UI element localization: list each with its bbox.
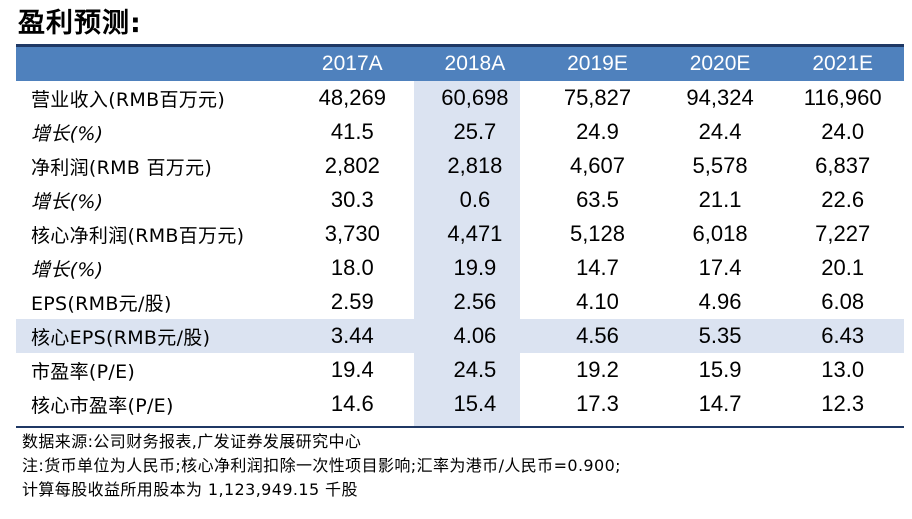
value-cell: 2.59: [330, 289, 374, 314]
value-cell: 2,818: [447, 153, 503, 178]
value-cell: 5,578: [692, 153, 748, 178]
value-cell: 14.7: [576, 255, 619, 280]
header-cell-2021e: 2021E: [812, 52, 874, 75]
value-cell: 94,324: [686, 85, 754, 110]
header-cell-2017a: 2017A: [321, 52, 383, 75]
row-label: EPS(RMB元/股): [31, 292, 172, 315]
highlight-column-band: [414, 81, 520, 426]
value-cell: 24.4: [698, 119, 742, 144]
table-row: 净利润(RMB 百万元) 2,802 2,818 4,607 5,578 6,837: [16, 149, 904, 183]
value-cell: 17.4: [698, 255, 742, 280]
value-cell: 6,018: [692, 221, 748, 246]
share-capital-note: 计算每股收益所用股本为 1,123,949.15 千股: [22, 480, 358, 499]
value-cell: 22.6: [821, 187, 865, 212]
value-cell: 63.5: [576, 187, 619, 212]
value-cell: 20.1: [821, 255, 865, 280]
table-body: 营业收入(RMB百万元) 48,269 60,698 75,827 94,324 116,…: [16, 81, 904, 421]
value-cell: 4.96: [698, 289, 742, 314]
value-cell: 6.43: [821, 323, 865, 348]
row-label: 核心净利润(RMB百万元): [31, 224, 245, 247]
value-cell: 6,837: [815, 153, 871, 178]
table-row: EPS(RMB元/股) 2.59 2.56 4.10 4.96 6.08: [16, 285, 904, 319]
earnings-forecast-table: 2017A 2018A 2019E 2020E 2021E 营业收入(RMB百万…: [16, 47, 904, 421]
row-label: 市盈率(P/E): [31, 360, 136, 383]
value-cell: 14.6: [330, 391, 374, 416]
table-row: 核心市盈率(P/E) 14.6 15.4 17.3 14.7 12.3: [16, 387, 904, 421]
value-cell: 15.9: [698, 357, 742, 382]
header-cell-2019e: 2019E: [567, 52, 628, 75]
value-cell: 2.56: [453, 289, 497, 314]
value-cell: 19.2: [576, 357, 619, 382]
table-row: 增长(%) 30.3 0.6 63.5 21.1 22.6: [16, 183, 904, 217]
value-cell: 3,730: [324, 221, 380, 246]
row-label: 核心市盈率(P/E): [31, 394, 174, 417]
section-title: 盈利预测:: [18, 8, 142, 39]
value-cell: 5,128: [569, 221, 626, 246]
row-label: 核心EPS(RMB元/股): [31, 326, 211, 349]
value-cell: 0.6: [459, 187, 491, 212]
table-row: 增长(%) 18.0 19.9 14.7 17.4 20.1: [16, 251, 904, 285]
value-cell: 24.0: [821, 119, 865, 144]
source-note: 数据来源:公司财务报表,广发证券发展研究中心: [22, 432, 362, 451]
value-cell: 24.9: [576, 119, 619, 144]
value-cell: 75,827: [563, 85, 632, 110]
header-row: 2017A 2018A 2019E 2020E 2021E: [16, 47, 904, 81]
value-cell: 25.7: [453, 119, 497, 144]
bottom-rule: [16, 426, 904, 428]
header-label-cell: [16, 47, 291, 81]
footnotes: 数据来源:公司财务报表,广发证券发展研究中心 注:货币单位为人民币;核心净利润扣…: [22, 430, 621, 502]
value-cell: 24.5: [453, 357, 497, 382]
value-cell: 19.9: [453, 255, 497, 280]
value-cell: 5.35: [698, 323, 742, 348]
value-cell: 4.56: [576, 323, 619, 348]
value-cell: 18.0: [330, 255, 374, 280]
value-cell: 21.1: [698, 187, 742, 212]
value-cell: 3.44: [330, 323, 374, 348]
table-row: 市盈率(P/E) 19.4 24.5 19.2 15.9 13.0: [16, 353, 904, 387]
table-row: 增长(%) 41.5 25.7 24.9 24.4 24.0: [16, 115, 904, 149]
row-label: 增长(%): [31, 190, 104, 213]
value-cell: 13.0: [821, 357, 865, 382]
row-label: 增长(%): [31, 122, 104, 145]
value-cell: 4.06: [453, 323, 497, 348]
value-cell: 4,607: [569, 153, 626, 178]
currency-note: 注:货币单位为人民币;核心净利润扣除一次性项目影响;汇率为港币/人民币=0.90…: [22, 456, 621, 475]
value-cell: 7,227: [815, 221, 871, 246]
table-row: 核心净利润(RMB百万元) 3,730 4,471 5,128 6,018 7,227: [16, 217, 904, 251]
value-cell: 41.5: [330, 119, 374, 144]
value-cell: 17.3: [576, 391, 619, 416]
value-cell: 60,698: [441, 85, 509, 110]
value-cell: 116,960: [803, 85, 882, 110]
row-label: 净利润(RMB 百万元): [31, 156, 213, 179]
value-cell: 4,471: [447, 221, 503, 246]
value-cell: 15.4: [453, 391, 497, 416]
header-cell-2020e: 2020E: [689, 52, 751, 75]
value-cell: 30.3: [330, 187, 374, 212]
value-cell: 14.7: [698, 391, 742, 416]
value-cell: 2,802: [324, 153, 380, 178]
table-row: 营业收入(RMB百万元) 48,269 60,698 75,827 94,324 116,…: [16, 81, 904, 115]
value-cell: 48,269: [318, 85, 386, 110]
header-cell-2018a: 2018A: [444, 52, 506, 75]
row-label: 营业收入(RMB百万元): [31, 88, 226, 111]
value-cell: 4.10: [576, 289, 619, 314]
value-cell: 6.08: [821, 289, 865, 314]
top-rule: [16, 44, 904, 47]
table-row: 核心EPS(RMB元/股) 3.44 4.06 4.56 5.35 6.43: [16, 319, 904, 353]
value-cell: 19.4: [330, 357, 374, 382]
row-label: 增长(%): [31, 258, 104, 281]
value-cell: 12.3: [821, 391, 865, 416]
table-header: 2017A 2018A 2019E 2020E 2021E: [16, 47, 904, 81]
